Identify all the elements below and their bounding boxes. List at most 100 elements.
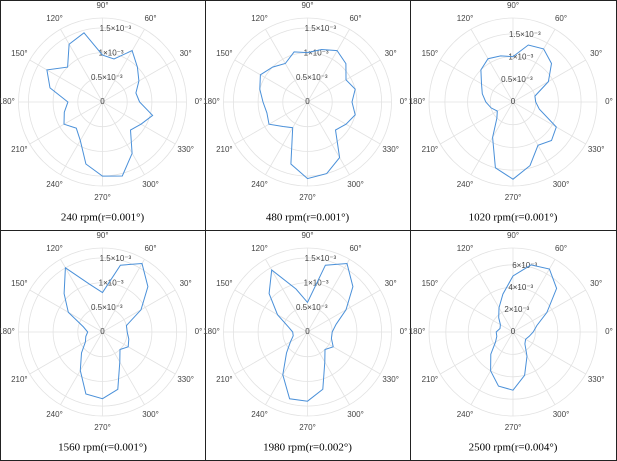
spoke [512, 259, 556, 333]
theta-tick-label: 0° [400, 97, 408, 106]
chart-title: 1020 rpm(r=0.001°) [469, 212, 558, 224]
theta-tick-label: 90° [507, 1, 519, 10]
theta-tick-label: 270° [505, 193, 522, 202]
theta-tick-label: 180° [409, 97, 426, 106]
spoke [307, 59, 381, 103]
spoke [307, 331, 350, 405]
r-tick-label: 1×10⁻³ [304, 48, 329, 57]
grid-ring [52, 282, 153, 382]
theta-tick-label: 90° [301, 231, 313, 240]
theta-tick-label: 240° [46, 410, 63, 419]
r-tick-label: 0.5×10⁻³ [501, 75, 533, 84]
theta-tick-label: 330° [382, 145, 399, 154]
theta-tick-label: 120° [457, 14, 474, 23]
spoke [29, 101, 103, 145]
r-tick-label: 0.5×10⁻³ [91, 303, 123, 312]
spoke [60, 259, 103, 333]
spoke [307, 289, 381, 333]
r-tick-label: 4×10⁻³ [508, 283, 533, 292]
theta-tick-label: 60° [144, 244, 156, 253]
spoke [440, 59, 514, 103]
theta-tick-label: 60° [555, 14, 567, 23]
theta-tick-label: 150° [11, 279, 28, 288]
theta-tick-label: 270° [299, 423, 316, 432]
theta-tick-label: 300° [553, 180, 570, 189]
theta-tick-label: 30° [385, 279, 397, 288]
theta-tick-label: 240° [251, 180, 268, 189]
theta-tick-label: 120° [251, 14, 268, 23]
theta-tick-label: 240° [46, 180, 63, 189]
spoke [265, 259, 308, 333]
theta-tick-label: 60° [349, 244, 361, 253]
r-tick-label: 1×10⁻³ [99, 48, 124, 57]
grid-ring [282, 76, 333, 128]
theta-tick-label: 180° [0, 327, 15, 336]
theta-tick-label: 150° [422, 49, 439, 58]
r-tick-label: 0 [511, 97, 516, 106]
spoke [307, 101, 350, 175]
theta-tick-label: 300° [347, 410, 364, 419]
theta-tick-label: 30° [180, 279, 192, 288]
r-tick-label: 1.5×10⁻³ [509, 30, 541, 39]
theta-tick-label: 60° [144, 14, 156, 23]
theta-tick-label: 0° [195, 97, 203, 106]
r-tick-label: 0 [100, 97, 105, 106]
theta-tick-label: 180° [203, 97, 220, 106]
spoke [470, 101, 514, 175]
spoke [512, 59, 586, 103]
theta-tick-label: 210° [422, 375, 439, 384]
theta-tick-label: 0° [605, 327, 613, 336]
grid-ring [490, 309, 536, 355]
grid-ring [444, 33, 582, 171]
theta-tick-label: 210° [422, 145, 439, 154]
theta-tick-label: 30° [590, 279, 602, 288]
spoke [60, 29, 103, 103]
spoke [440, 331, 514, 375]
theta-tick-label: 90° [301, 1, 313, 10]
theta-tick-label: 0° [605, 97, 613, 106]
spoke [102, 259, 145, 333]
spoke [60, 331, 103, 405]
r-tick-label: 2×10⁻³ [504, 305, 529, 314]
grid-ring [257, 282, 358, 382]
theta-tick-label: 60° [349, 14, 361, 23]
polar-line [268, 262, 354, 402]
theta-tick-label: 330° [177, 375, 194, 384]
theta-tick-label: 210° [11, 145, 28, 154]
spoke [102, 331, 145, 405]
spoke [307, 29, 350, 103]
r-tick-label: 0 [305, 327, 310, 336]
theta-tick-label: 270° [94, 193, 111, 202]
spoke [307, 259, 350, 333]
spoke [307, 101, 381, 145]
spoke [470, 331, 514, 405]
spoke [102, 289, 176, 333]
theta-tick-label: 120° [457, 244, 474, 253]
spoke [265, 331, 308, 405]
r-tick-label: 1.5×10⁻³ [305, 254, 337, 263]
chart-title: 480 rpm(r=0.001°) [266, 212, 350, 224]
r-tick-label: 1.5×10⁻³ [305, 24, 337, 33]
theta-tick-label: 60° [555, 244, 567, 253]
r-tick-label: 0 [511, 327, 516, 336]
grid-ring [232, 257, 383, 407]
spoke [29, 331, 103, 375]
theta-tick-label: 0° [195, 327, 203, 336]
theta-tick-label: 120° [251, 244, 268, 253]
chart-title: 240 rpm(r=0.001°) [61, 212, 145, 224]
grid-ring [27, 257, 178, 407]
chart-title: 1560 rpm(r=0.001°) [58, 442, 147, 454]
grid-ring [232, 27, 383, 177]
theta-tick-label: 300° [553, 410, 570, 419]
theta-tick-label: 210° [216, 375, 233, 384]
spoke [512, 331, 586, 375]
spoke [234, 331, 308, 375]
r-tick-label: 0 [100, 327, 105, 336]
theta-tick-label: 330° [588, 375, 605, 384]
spoke [102, 331, 176, 375]
polar-line [63, 262, 149, 400]
theta-tick-label: 300° [142, 180, 159, 189]
theta-tick-label: 240° [251, 410, 268, 419]
spoke [29, 59, 103, 103]
polar-line [46, 32, 154, 177]
